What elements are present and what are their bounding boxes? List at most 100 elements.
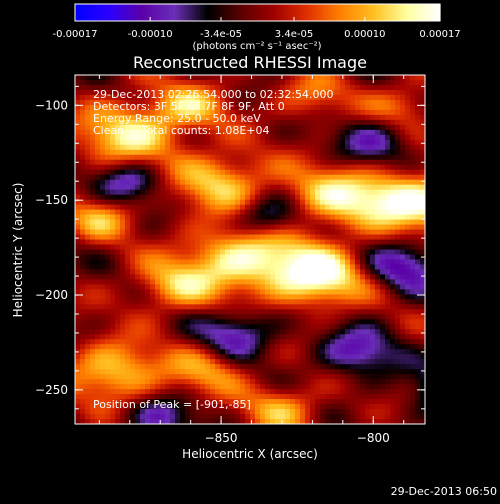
heatmap-cell xyxy=(330,294,336,299)
heatmap-cell xyxy=(315,304,321,309)
heatmap-cell xyxy=(220,205,226,210)
heatmap-cell xyxy=(115,319,121,324)
heatmap-cell xyxy=(365,334,371,339)
heatmap-cell xyxy=(120,329,126,334)
heatmap-cell xyxy=(365,324,371,329)
heatmap-cell xyxy=(400,374,406,379)
heatmap-cell xyxy=(350,110,356,115)
heatmap-cell xyxy=(370,264,376,269)
heatmap-cell xyxy=(330,354,336,359)
heatmap-cell xyxy=(250,344,256,349)
heatmap-cell xyxy=(75,329,81,334)
heatmap-cell xyxy=(120,334,126,339)
heatmap-cell xyxy=(300,200,306,205)
heatmap-cell xyxy=(170,369,176,374)
heatmap-cell xyxy=(105,264,111,269)
heatmap-cell xyxy=(205,354,211,359)
heatmap-cell xyxy=(385,299,391,304)
heatmap-cell xyxy=(150,354,156,359)
heatmap-cell xyxy=(170,205,176,210)
heatmap-cell xyxy=(105,379,111,384)
heatmap-cell xyxy=(210,205,216,210)
heatmap-cell xyxy=(370,235,376,240)
heatmap-cell xyxy=(150,389,156,394)
heatmap-cell xyxy=(410,205,416,210)
heatmap-cell xyxy=(400,379,406,384)
heatmap-cell xyxy=(415,80,421,85)
heatmap-cell xyxy=(240,245,246,250)
heatmap-cell xyxy=(355,354,361,359)
heatmap-cell xyxy=(140,235,146,240)
heatmap-cell xyxy=(290,205,296,210)
heatmap-cell xyxy=(280,165,286,170)
heatmap-cell xyxy=(180,389,186,394)
heatmap-cell xyxy=(200,220,206,225)
heatmap-cell xyxy=(310,394,316,399)
heatmap-cell xyxy=(250,140,256,145)
heatmap-cell xyxy=(295,190,301,195)
heatmap-cell xyxy=(100,374,106,379)
heatmap-cell xyxy=(310,80,316,85)
heatmap-cell xyxy=(160,225,166,230)
heatmap-cell xyxy=(220,200,226,205)
heatmap-cell xyxy=(370,339,376,344)
heatmap-cell xyxy=(225,374,231,379)
heatmap-cell xyxy=(275,309,281,314)
heatmap-cell xyxy=(385,205,391,210)
heatmap-cell xyxy=(355,190,361,195)
heatmap-cell xyxy=(300,140,306,145)
heatmap-cell xyxy=(330,230,336,235)
heatmap-cell xyxy=(375,354,381,359)
heatmap-cell xyxy=(350,269,356,274)
heatmap-cell xyxy=(385,160,391,165)
heatmap-cell xyxy=(300,250,306,255)
heatmap-cell xyxy=(90,75,96,80)
heatmap-cell xyxy=(245,240,251,245)
heatmap-cell xyxy=(345,399,351,404)
heatmap-cell xyxy=(405,160,411,165)
heatmap-cell xyxy=(380,110,386,115)
heatmap-cell xyxy=(255,175,261,180)
heatmap-cell xyxy=(380,90,386,95)
heatmap-cell xyxy=(240,384,246,389)
heatmap-cell xyxy=(340,334,346,339)
heatmap-cell xyxy=(280,394,286,399)
heatmap-cell xyxy=(145,220,151,225)
heatmap-cell xyxy=(220,160,226,165)
heatmap-cell xyxy=(180,145,186,150)
heatmap-cell xyxy=(380,250,386,255)
heatmap-cell xyxy=(205,75,211,80)
heatmap-cell xyxy=(255,264,261,269)
heatmap-cell xyxy=(105,414,111,419)
heatmap-cell xyxy=(280,155,286,160)
heatmap-cell xyxy=(135,170,141,175)
heatmap-cell xyxy=(380,354,386,359)
heatmap-cell xyxy=(200,80,206,85)
heatmap-cell xyxy=(410,200,416,205)
heatmap-cell xyxy=(335,389,341,394)
heatmap-cell xyxy=(185,205,191,210)
heatmap-cell xyxy=(355,220,361,225)
heatmap-cell xyxy=(300,344,306,349)
heatmap-cell xyxy=(185,250,191,255)
heatmap-cell xyxy=(365,314,371,319)
heatmap-cell xyxy=(320,120,326,125)
heatmap-cell xyxy=(320,240,326,245)
heatmap-cell xyxy=(285,319,291,324)
heatmap-cell xyxy=(285,230,291,235)
heatmap-cell xyxy=(110,294,116,299)
heatmap-cell xyxy=(390,205,396,210)
heatmap-cell xyxy=(325,409,331,414)
heatmap-cell xyxy=(125,200,131,205)
heatmap-cell xyxy=(400,344,406,349)
heatmap-cell xyxy=(210,145,216,150)
heatmap-cell xyxy=(145,259,151,264)
heatmap-cell xyxy=(280,205,286,210)
heatmap-cell xyxy=(345,95,351,100)
heatmap-cell xyxy=(290,294,296,299)
heatmap-cell xyxy=(95,354,101,359)
heatmap-cell xyxy=(410,75,416,80)
heatmap-cell xyxy=(405,354,411,359)
heatmap-cell xyxy=(245,369,251,374)
heatmap-cell xyxy=(325,170,331,175)
